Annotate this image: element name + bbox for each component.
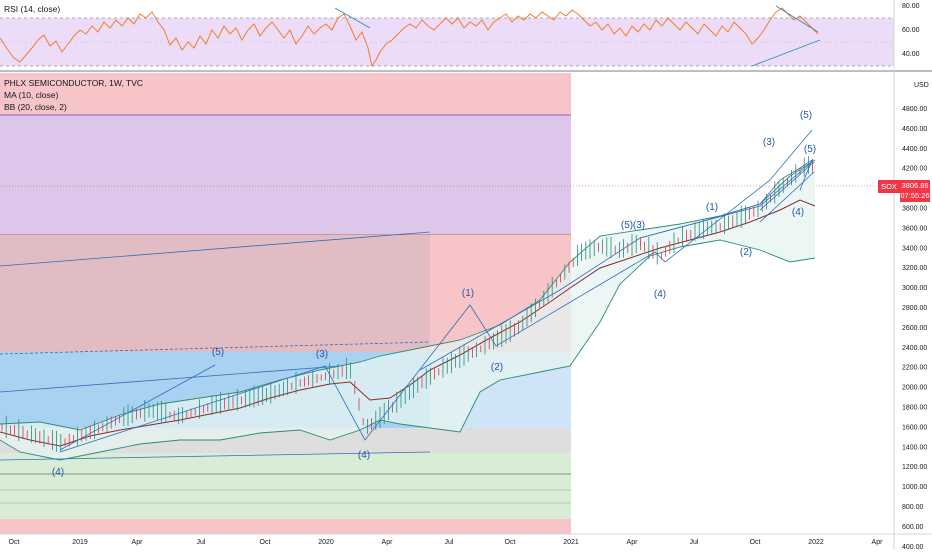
rsi-trendline-3 — [751, 39, 821, 67]
wave-label: (2) — [491, 362, 503, 373]
price-tick-label: 400.00 — [902, 544, 924, 550]
price-tick-label: 3200.00 — [902, 265, 927, 272]
time-tick-label: Apr — [872, 539, 884, 546]
price-tick-label: 2600.00 — [902, 325, 927, 332]
last-price-box: 3806.86 07:55:26 — [900, 180, 930, 202]
wave-label: (4) — [654, 289, 666, 300]
time-tick-label: Apr — [382, 539, 394, 546]
time-tick-label: 2022 — [808, 539, 824, 546]
wave-label: (5) — [804, 144, 816, 155]
rsi-tick-label: 60.00 — [902, 27, 920, 34]
bb-fill — [0, 160, 815, 460]
zone-green-lower — [0, 453, 571, 519]
wave-label: (3) — [763, 137, 775, 148]
price-tick-label: 600.00 — [902, 524, 924, 531]
time-tick-label: Jul — [197, 539, 206, 546]
price-axis[interactable]: 4800.004600.004400.004200.004000.003800.… — [902, 106, 927, 551]
zone-red-bottom — [0, 519, 571, 534]
bb-legend[interactable]: BB (20, close, 2) — [4, 102, 67, 112]
time-tick-label: Jul — [445, 539, 454, 546]
wave-label: (4) — [52, 467, 64, 478]
wave-labels: (1)(2)(3)(4)(5)(5) (3)(4)(1)(2)(3)(4)(5)(… — [52, 110, 816, 478]
price-tick-label: 4600.00 — [902, 126, 927, 133]
zone-red-upper — [0, 73, 571, 115]
price-tick-label: 2800.00 — [902, 305, 927, 312]
time-tick-label: Oct — [505, 539, 516, 546]
ma-line — [0, 199, 816, 447]
time-tick-label: 2019 — [72, 539, 88, 546]
rsi-line — [0, 7, 819, 68]
zone-purple — [0, 115, 571, 235]
time-tick-label: Oct — [260, 539, 271, 546]
price-tick-label: 3800.00 — [902, 206, 927, 213]
price-tick-label: 1200.00 — [902, 464, 927, 471]
main-title[interactable]: PHLX SEMICONDUCTOR, 1W, TVC — [4, 78, 144, 88]
rsi-trendline-1 — [334, 7, 371, 29]
wave-label: (4) — [792, 207, 804, 218]
bar-countdown: 07:55:26 — [900, 191, 930, 200]
time-tick-label: Oct — [750, 539, 761, 546]
price-tick-label: 1400.00 — [902, 444, 927, 451]
wave-label: (3) — [633, 220, 645, 231]
last-price: 3806.86 — [901, 181, 929, 190]
wave-label: (2) — [740, 247, 752, 258]
rsi-legend[interactable]: RSI (14, close) — [4, 4, 61, 14]
zone-gray-overlay — [0, 235, 430, 352]
wave-label: (5) — [212, 347, 224, 358]
price-tick-label: 1800.00 — [902, 405, 927, 412]
time-tick-label: Oct — [9, 539, 20, 546]
time-tick-label: 2020 — [318, 539, 334, 546]
price-tick-label: 1600.00 — [902, 424, 927, 431]
bb-upper-line — [0, 159, 816, 431]
wave-label: (4) — [358, 450, 370, 461]
rsi-tick-label: 40.00 — [902, 51, 920, 58]
price-tick-label: 3400.00 — [902, 245, 927, 252]
price-tick-label: 3000.00 — [902, 285, 927, 292]
wave-label: (3) — [316, 349, 328, 360]
time-axis[interactable]: Oct 2019 Apr Jul Oct 2020 Apr Jul Oct 2021 Apr Jul O… — [9, 539, 884, 546]
price-tick-label: 4800.00 — [902, 106, 927, 113]
wave-label: (1) — [462, 288, 474, 299]
time-tick-label: Apr — [627, 539, 639, 546]
wave-label: (1) — [706, 202, 718, 213]
price-tick-label: 2200.00 — [902, 365, 927, 372]
price-tick-label: 800.00 — [902, 504, 924, 511]
ma-legend[interactable]: MA (10, close) — [4, 90, 59, 100]
symbol-tag: SOX — [878, 180, 900, 193]
price-tick-label: 3600.00 — [902, 225, 927, 232]
time-tick-label: Apr — [132, 539, 144, 546]
rsi-axis[interactable]: 80.00 60.00 40.00 — [902, 3, 920, 58]
rsi-tick-label: 80.00 — [902, 3, 920, 10]
rsi-trendline-2 — [775, 5, 819, 33]
currency-label: USD — [914, 82, 929, 89]
price-tick-label: 4200.00 — [902, 166, 927, 173]
wave-label: (5) — [800, 110, 812, 121]
time-tick-label: 2021 — [563, 539, 579, 546]
price-tick-label: 1000.00 — [902, 484, 927, 491]
time-tick-label: Jul — [690, 539, 699, 546]
wave-label: (5) — [621, 220, 633, 231]
price-tick-label: 2000.00 — [902, 385, 927, 392]
price-tick-label: 4400.00 — [902, 146, 927, 153]
price-tick-label: 2400.00 — [902, 345, 927, 352]
drawing-lines — [0, 129, 815, 461]
